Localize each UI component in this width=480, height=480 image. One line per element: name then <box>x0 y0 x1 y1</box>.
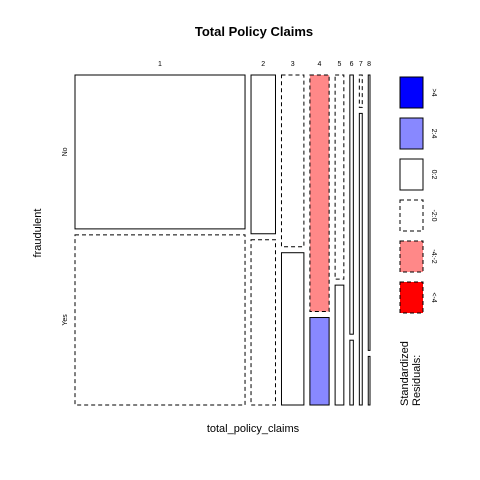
legend-swatch-4 <box>399 199 424 232</box>
legend-label-1: >4 <box>430 89 437 97</box>
y-axis-title: fraudulent <box>32 209 44 258</box>
tile-no-5 <box>334 74 345 280</box>
x-axis-title: total_policy_claims <box>207 423 300 435</box>
legend-swatch-2 <box>399 117 424 150</box>
tile-no-8 <box>367 74 371 351</box>
tile-no-3 <box>280 74 305 248</box>
row-label-no: No <box>62 147 69 156</box>
column-label-1: 1 <box>158 61 162 68</box>
column-label-3: 3 <box>291 61 295 68</box>
legend-swatch-3 <box>399 158 424 191</box>
tile-yes-8 <box>367 355 371 406</box>
tile-no-4 <box>309 74 330 313</box>
column-label-7: 7 <box>359 61 363 68</box>
column-label-5: 5 <box>338 61 342 68</box>
column-label-6: 6 <box>350 61 354 68</box>
legend: >4 2:4 0:2 -2:0 -4:-2 <-4 Standardized Residual… <box>399 76 437 406</box>
legend-label-5: -4:-2 <box>430 249 437 264</box>
tile-no-1 <box>74 74 246 230</box>
tile-yes-6 <box>349 339 354 406</box>
mosaic-tiles <box>74 74 371 406</box>
tile-yes-7 <box>358 112 363 406</box>
legend-label-3: 0:2 <box>430 170 437 180</box>
legend-label-4: -2:0 <box>430 209 437 221</box>
tile-yes-4 <box>309 317 330 406</box>
row-labels: No Yes <box>62 147 69 325</box>
legend-label-6: <-4 <box>430 292 437 302</box>
column-label-2: 2 <box>261 61 265 68</box>
legend-swatch-1 <box>399 76 424 109</box>
tile-no-7 <box>358 74 363 108</box>
column-label-8: 8 <box>367 61 371 68</box>
legend-title-line-1: Standardized <box>399 341 411 406</box>
legend-title-line-2: Residuals: <box>411 355 423 406</box>
tile-yes-5 <box>334 284 345 406</box>
legend-swatch-5 <box>399 240 424 273</box>
legend-label-2: 2:4 <box>430 129 437 139</box>
row-label-yes: Yes <box>62 314 69 326</box>
chart-title: Total Policy Claims <box>195 24 313 39</box>
tile-yes-1 <box>74 234 246 406</box>
column-label-4: 4 <box>318 61 322 68</box>
tile-no-6 <box>349 74 354 335</box>
tile-no-2 <box>250 74 276 235</box>
tile-yes-3 <box>280 252 305 406</box>
tile-yes-2 <box>250 239 276 406</box>
legend-swatch-6 <box>399 281 424 314</box>
